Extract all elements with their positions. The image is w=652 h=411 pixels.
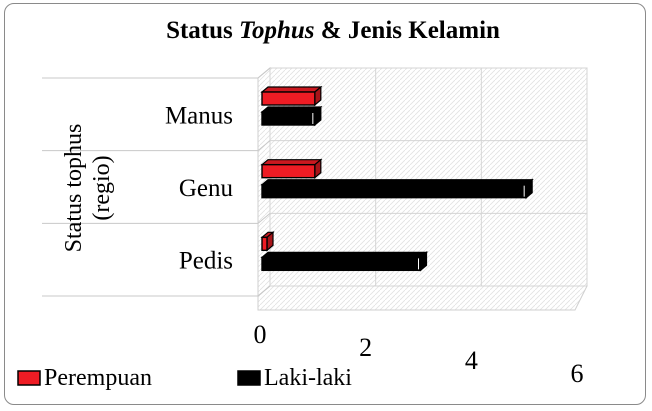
- y-axis-title-line: (regio): [89, 155, 115, 220]
- legend-label: Perempuan: [44, 365, 152, 391]
- x-tick-label: 4: [465, 346, 478, 375]
- y-axis-title-line: Status tophus: [61, 124, 87, 253]
- category-separator-depth: [257, 140, 271, 152]
- category-separator-depth: [257, 67, 271, 79]
- bar-perempuan: [261, 236, 268, 252]
- x-tick-label: 2: [359, 333, 372, 362]
- legend-swatch-laki-laki: [237, 370, 261, 386]
- bar-top-face: [260, 86, 323, 93]
- y-axis-title: Status tophus(regio): [61, 124, 115, 253]
- category-separator-depth: [257, 212, 271, 224]
- category-label: Pedis: [179, 248, 233, 275]
- chart-title: Status Tophus & Jenis Kelamin: [166, 17, 500, 44]
- bar-top-face: [260, 159, 323, 166]
- category-label: Genu: [179, 175, 234, 202]
- bar-top-face: [260, 251, 429, 258]
- legend-swatch-perempuan: [17, 370, 41, 386]
- category-separator-depth: [257, 285, 271, 297]
- x-tick-label: 6: [571, 359, 584, 388]
- chart-title-part: Tophus: [239, 17, 315, 44]
- bar-perempuan: [261, 91, 316, 106]
- x-tick-label: 0: [254, 320, 267, 349]
- bar-laki-laki: [261, 256, 422, 272]
- chart-title-part: Status: [166, 17, 239, 44]
- bar-top-face: [260, 179, 534, 186]
- category-label: Manus: [165, 102, 233, 129]
- bar-laki-laki: [261, 111, 316, 126]
- bar-top-face: [260, 106, 323, 113]
- bar-perempuan: [261, 163, 316, 179]
- chart-title-part: & Jenis Kelamin: [315, 17, 501, 44]
- bar-laki-laki: [261, 183, 527, 199]
- legend-label: Laki-laki: [264, 365, 352, 391]
- chart-floor: [257, 285, 588, 311]
